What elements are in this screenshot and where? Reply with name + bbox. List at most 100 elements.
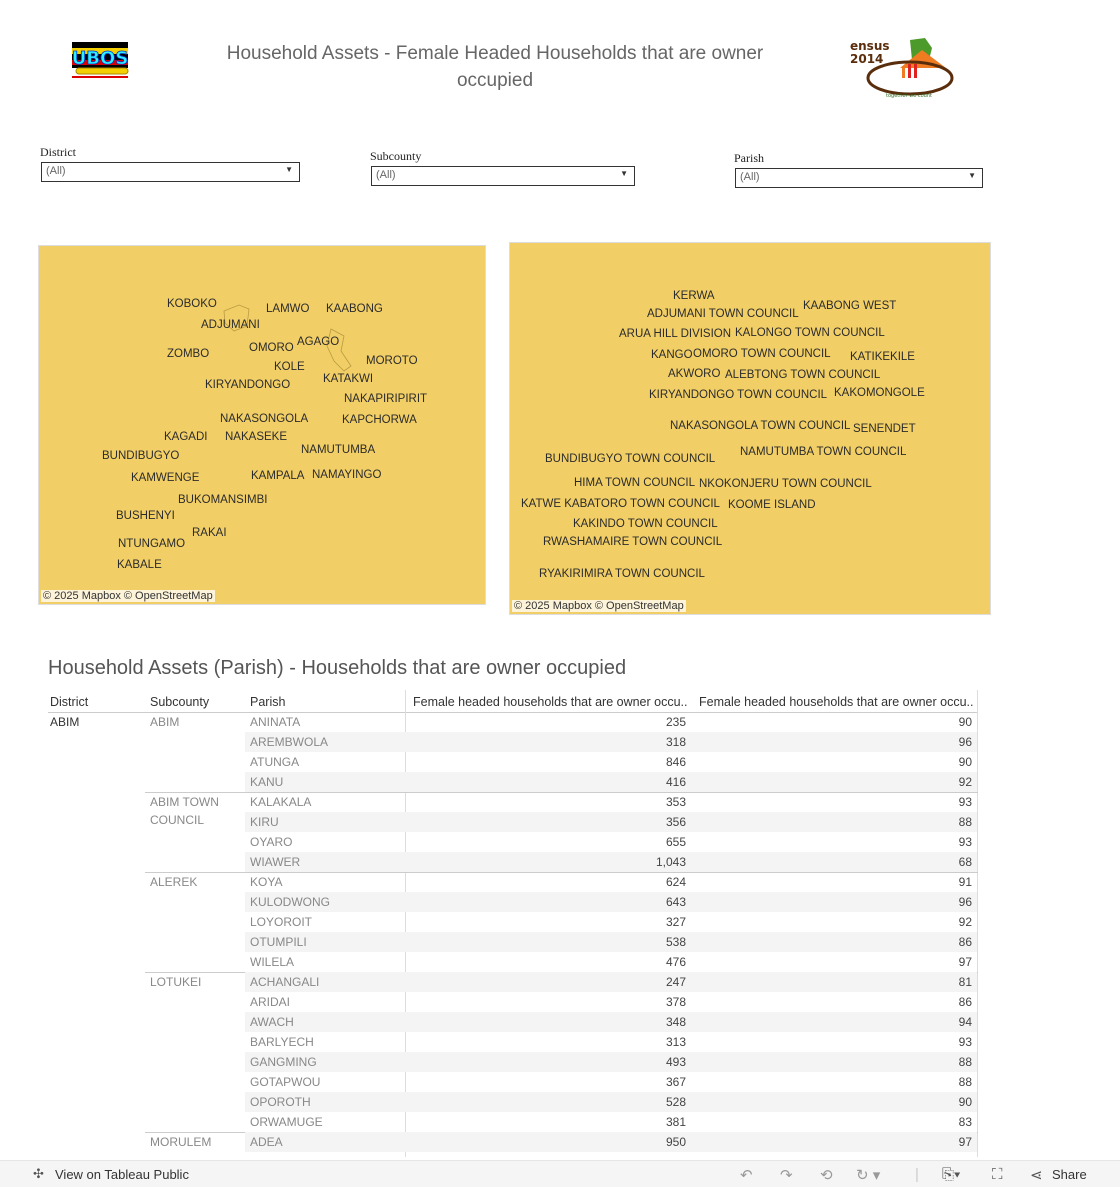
parish-cell[interactable]: OTUMPILI [250, 935, 307, 949]
owner-occupied-percent-cell[interactable]: 88 [958, 1075, 972, 1089]
owner-occupied-count-cell[interactable]: 416 [665, 775, 686, 789]
map-label[interactable]: KIRYANDONGO TOWN COUNCIL [649, 389, 828, 401]
map-label[interactable]: KATIKEKILE [850, 351, 915, 363]
owner-occupied-percent-cell[interactable]: 90 [958, 715, 972, 729]
owner-occupied-percent-cell[interactable]: 97 [958, 1135, 972, 1149]
map-label[interactable]: KOBOKO [167, 298, 217, 310]
subcounty-cell[interactable]: COUNCIL [150, 813, 205, 827]
map-label[interactable]: HIMA TOWN COUNCIL [574, 477, 695, 489]
map-label[interactable]: ALEBTONG TOWN COUNCIL [725, 369, 881, 381]
subcounty-cell[interactable]: ABIM TOWN [150, 795, 219, 809]
map-label[interactable]: KAPCHORWA [342, 414, 417, 426]
owner-occupied-percent-cell[interactable]: 88 [958, 1055, 972, 1069]
map-label[interactable]: KAKINDO TOWN COUNCIL [573, 518, 718, 530]
redo-icon[interactable]: ↷ [780, 1167, 793, 1184]
map-label[interactable]: KABALE [117, 559, 162, 571]
parish-cell[interactable]: ANINATA [250, 715, 301, 729]
map-label[interactable]: KALONGO TOWN COUNCIL [735, 327, 885, 339]
parish-cell[interactable]: OYARO [250, 835, 293, 849]
parish-cell[interactable]: KULODWONG [250, 895, 331, 909]
map-label[interactable]: KAMWENGE [131, 472, 200, 484]
map-label[interactable]: NAKASEKE [225, 431, 287, 443]
map-label[interactable]: RYAKIRIMIRA TOWN COUNCIL [539, 568, 705, 580]
map-label[interactable]: BUKOMANSIMBI [178, 494, 268, 506]
map-label[interactable]: KAABONG [326, 303, 383, 315]
map-label[interactable]: NKOKONJERU TOWN COUNCIL [699, 478, 872, 490]
parish-cell[interactable]: WIAWER [250, 855, 301, 869]
owner-occupied-count-cell[interactable]: 950 [665, 1135, 686, 1149]
owner-occupied-percent-cell[interactable]: 93 [958, 1035, 972, 1049]
map-label[interactable]: KATAKWI [323, 373, 374, 385]
owner-occupied-percent-cell[interactable]: 93 [958, 795, 972, 809]
owner-occupied-percent-cell[interactable]: 86 [958, 995, 972, 1009]
map-label[interactable]: BUSHENYI [116, 510, 175, 522]
owner-occupied-percent-cell[interactable]: 68 [958, 855, 972, 869]
owner-occupied-count-cell[interactable]: 655 [665, 835, 686, 849]
owner-occupied-count-cell[interactable]: 643 [665, 895, 686, 909]
owner-occupied-percent-cell[interactable]: 91 [958, 875, 972, 889]
owner-occupied-percent-cell[interactable]: 92 [958, 915, 972, 929]
parish-filter-dropdown[interactable]: (All) ▼ [735, 168, 983, 188]
column-header[interactable]: District [50, 695, 89, 709]
fullscreen-icon[interactable]: ⛶ [992, 1166, 1003, 1183]
owner-occupied-count-cell[interactable]: 235 [665, 715, 686, 729]
owner-occupied-count-cell[interactable]: 1,043 [655, 855, 686, 869]
owner-occupied-percent-cell[interactable]: 94 [958, 1015, 972, 1029]
map-label[interactable]: ADJUMANI [201, 319, 260, 331]
parish-cell[interactable]: KIRU [250, 815, 279, 829]
map-label[interactable]: LAMWO [266, 303, 310, 315]
column-header[interactable]: Parish [250, 695, 286, 709]
map-label[interactable]: KOOME ISLAND [728, 499, 816, 511]
map-label[interactable]: AKWORO [668, 368, 721, 380]
owner-occupied-count-cell[interactable]: 476 [665, 955, 686, 969]
map-label[interactable]: NAKAPIRIPIRIT [344, 393, 428, 405]
map-label[interactable]: KAKOMONGOLE [834, 387, 925, 399]
owner-occupied-count-cell[interactable]: 327 [665, 915, 686, 929]
parish-cell[interactable]: LOYOROIT [250, 915, 313, 929]
subcounty-filter-dropdown[interactable]: (All) ▼ [371, 166, 635, 186]
map-label[interactable]: KAMPALA [251, 470, 305, 482]
subcounty-cell[interactable]: ABIM [150, 715, 180, 729]
parish-cell[interactable]: ORWAMUGE [250, 1115, 323, 1129]
owner-occupied-count-cell[interactable]: 367 [665, 1075, 686, 1089]
map-label[interactable]: BUNDIBUGYO [102, 450, 180, 462]
owner-occupied-percent-cell[interactable]: 90 [958, 755, 972, 769]
parish-cell[interactable]: KALAKALA [250, 795, 312, 809]
owner-occupied-count-cell[interactable]: 624 [665, 875, 686, 889]
owner-occupied-percent-cell[interactable]: 88 [958, 815, 972, 829]
owner-occupied-count-cell[interactable]: 348 [665, 1015, 686, 1029]
share-button[interactable]: Share [1052, 1167, 1087, 1182]
owner-occupied-count-cell[interactable]: 538 [665, 935, 686, 949]
map-label[interactable]: ZOMBO [167, 348, 210, 360]
parish-map[interactable]: © 2025 Mapbox © OpenStreetMap KERWA ADJUM… [509, 242, 991, 615]
district-filter-dropdown[interactable]: (All) ▼ [41, 162, 300, 182]
map-label[interactable]: NAMAYINGO [312, 469, 382, 481]
undo-icon[interactable]: ↶ [740, 1167, 753, 1184]
share-icon[interactable]: ⋖ [1030, 1167, 1043, 1184]
map-label[interactable]: KATWE KABATORO TOWN COUNCIL [521, 498, 720, 510]
owner-occupied-percent-cell[interactable]: 83 [958, 1115, 972, 1129]
map-label[interactable]: NAKASONGOLA [220, 413, 309, 425]
map-label[interactable]: MOROTO [366, 355, 418, 367]
map-label[interactable]: NAMUTUMBA TOWN COUNCIL [740, 446, 907, 458]
owner-occupied-percent-cell[interactable]: 97 [958, 955, 972, 969]
owner-occupied-percent-cell[interactable]: 86 [958, 935, 972, 949]
subcounty-cell[interactable]: MORULEM [150, 1135, 212, 1149]
district-map[interactable]: © 2025 Mapbox © OpenStreetMap KOBOKO LAMW… [38, 245, 486, 605]
owner-occupied-count-cell[interactable]: 381 [665, 1115, 686, 1129]
map-label[interactable]: NAMUTUMBA [301, 444, 376, 456]
owner-occupied-count-cell[interactable]: 378 [665, 995, 686, 1009]
owner-occupied-count-cell[interactable]: 353 [665, 795, 686, 809]
map-label[interactable]: BUNDIBUGYO TOWN COUNCIL [545, 453, 716, 465]
map-attribution[interactable]: © 2025 Mapbox © OpenStreetMap [41, 590, 215, 602]
map-label[interactable]: KERWA [673, 290, 715, 302]
map-label[interactable]: AGAGO [297, 336, 340, 348]
parish-cell[interactable]: KOYA [250, 875, 283, 889]
map-label[interactable]: ARUA HILL DIVISION [619, 328, 732, 340]
parish-cell[interactable]: GOTAPWOU [250, 1075, 321, 1089]
parish-cell[interactable]: BARLYECH [250, 1035, 314, 1049]
owner-occupied-count-cell[interactable]: 313 [665, 1035, 686, 1049]
map-label[interactable]: RAKAI [192, 527, 227, 539]
owner-occupied-percent-cell[interactable]: 81 [958, 975, 972, 989]
owner-occupied-count-cell[interactable]: 493 [665, 1055, 686, 1069]
